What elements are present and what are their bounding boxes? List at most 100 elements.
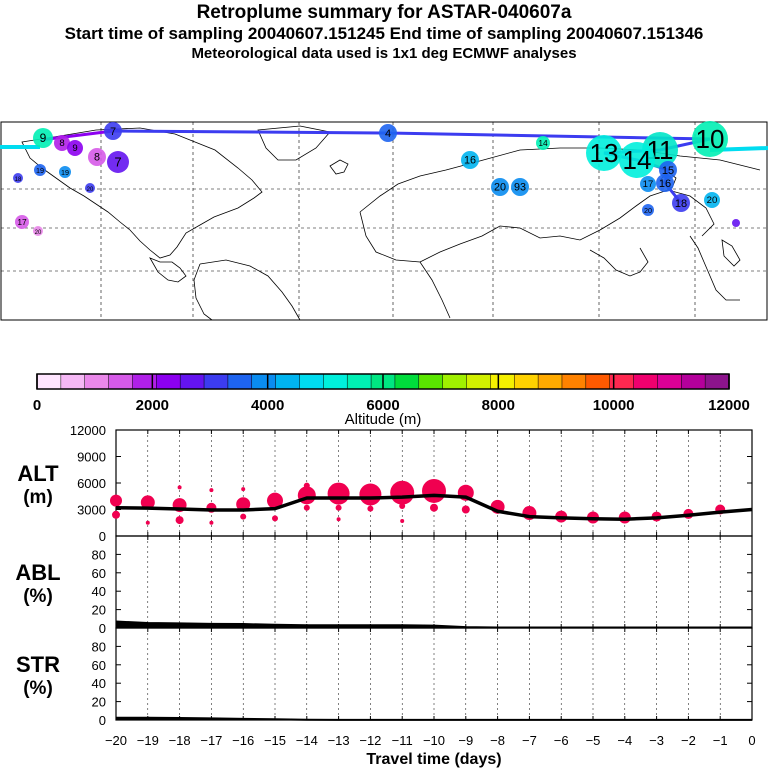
- colorbar-tick-label: 12000: [708, 397, 750, 414]
- track-label: 4: [385, 128, 391, 140]
- colorbar-segment: [418, 373, 444, 390]
- y-tick-label: 20: [92, 695, 106, 710]
- x-tick-label: −14: [296, 733, 318, 748]
- x-tick-label: −20: [105, 733, 127, 748]
- plume-marker-label: 17: [643, 179, 654, 190]
- colorbar-tick-label: 0: [33, 397, 41, 414]
- x-tick-label: −7: [522, 733, 537, 748]
- colorbar-segment: [633, 373, 658, 390]
- x-tick-label: −2: [681, 733, 696, 748]
- plume-point: [272, 515, 278, 522]
- x-tick-label: −17: [200, 733, 222, 748]
- colorbar-segment: [251, 373, 277, 390]
- plume-point: [359, 483, 382, 506]
- x-axis-label: Travel time (days): [366, 751, 501, 768]
- x-tick-label: 0: [748, 733, 755, 748]
- plume-point: [177, 485, 182, 490]
- mean-altitude-line: [115, 493, 753, 521]
- plume-marker-label: 93: [514, 182, 526, 194]
- track-label: 10: [696, 124, 725, 154]
- x-tick-label: −19: [137, 733, 159, 748]
- plume-marker: [59, 166, 71, 178]
- x-tick-label: −18: [169, 733, 191, 748]
- panel-ylabel: ABL: [15, 560, 60, 585]
- y-tick-label: 0: [99, 621, 106, 636]
- x-tick-label: −4: [617, 733, 632, 748]
- colorbar-segment: [60, 373, 86, 390]
- x-tick-label: −12: [359, 733, 381, 748]
- x-tick-label: −16: [232, 733, 254, 748]
- plume-point: [336, 517, 341, 522]
- colorbar-label: Altitude (m): [345, 411, 422, 428]
- y-tick-label: 3000: [77, 503, 106, 518]
- altitude-colorbar: 0 2000 4000 6000 8000 10000 12000 Altitude (m): [33, 373, 750, 428]
- colorbar-segment: [585, 373, 611, 390]
- track-circle: [586, 135, 622, 171]
- y-tick-label: 12000: [70, 423, 106, 438]
- plume-marker-label: 19: [61, 168, 69, 177]
- plume-point: [110, 494, 122, 507]
- colorbar-tick-label: 4000: [251, 397, 284, 414]
- x-tick-label: −11: [392, 733, 413, 748]
- plume-point: [209, 520, 214, 525]
- plume-point: [422, 478, 446, 503]
- track-label: 14: [623, 145, 652, 175]
- plume-point: [241, 487, 246, 492]
- colorbar-tick-label: 8000: [482, 397, 515, 414]
- track-label: 16: [659, 178, 671, 190]
- colorbar-segment: [513, 373, 539, 390]
- time-series-panels: 030006000900012000ALT(m)020406080ABL(%)0…: [15, 423, 755, 768]
- plume-marker: [33, 128, 53, 148]
- plume-marker-label: 9: [40, 131, 47, 145]
- plume-marker: [704, 192, 720, 208]
- plume-marker-label: 14: [538, 138, 548, 148]
- plume-point: [303, 504, 310, 511]
- plume-marker: [13, 173, 23, 183]
- meteo-source: Meteorological data used is 1x1 deg ECMW…: [191, 45, 577, 62]
- x-tick-label: −6: [554, 733, 569, 748]
- y-tick-label: 0: [99, 529, 106, 544]
- plume-point: [399, 502, 406, 509]
- colorbar-segment: [704, 373, 730, 390]
- colorbar-segment: [323, 373, 348, 390]
- plume-marker: [732, 219, 740, 227]
- track-circle: [656, 174, 674, 192]
- plume-marker-label: 7: [114, 154, 121, 169]
- colorbar-segment: [537, 373, 563, 390]
- plume-point: [240, 513, 247, 520]
- colorbar-segment: [561, 373, 587, 390]
- colorbar-segment: [108, 373, 133, 390]
- plume-marker: [511, 178, 529, 196]
- x-tick-label: −5: [586, 733, 601, 748]
- plume-marker: [640, 176, 656, 192]
- plume-marker: [34, 164, 46, 176]
- x-tick-label: −10: [423, 733, 445, 748]
- colorbar-segment: [466, 373, 491, 390]
- panel-alt: 0 3000 6000 9000 12000 ALT(m): [17, 423, 753, 544]
- plume-point: [335, 504, 342, 511]
- y-tick-label: 0: [99, 713, 106, 728]
- plume-marker: [491, 178, 509, 196]
- plume-marker-label: 16: [464, 155, 476, 167]
- plume-marker-label: 20: [87, 187, 94, 193]
- panel-ylabel: STR: [16, 652, 60, 677]
- plume-marker: [33, 226, 43, 236]
- colorbar-tick-label: 10000: [593, 397, 635, 414]
- plume-marker: [67, 140, 83, 156]
- y-tick-label: 60: [92, 566, 106, 581]
- sampling-times: Start time of sampling 20040607.151245 E…: [64, 24, 704, 43]
- x-tick-label: −15: [264, 733, 286, 748]
- plume-marker: [85, 183, 95, 193]
- track-circle: [692, 121, 728, 157]
- colorbar-segment: [203, 373, 229, 390]
- map-coastlines: [21, 125, 761, 321]
- plume-point: [430, 503, 438, 512]
- x-tick-label: −13: [328, 733, 350, 748]
- plume-point: [267, 492, 283, 509]
- colorbar-segment: [490, 373, 515, 390]
- plume-marker-label: 20: [494, 182, 506, 194]
- x-tick-label: −3: [649, 733, 664, 748]
